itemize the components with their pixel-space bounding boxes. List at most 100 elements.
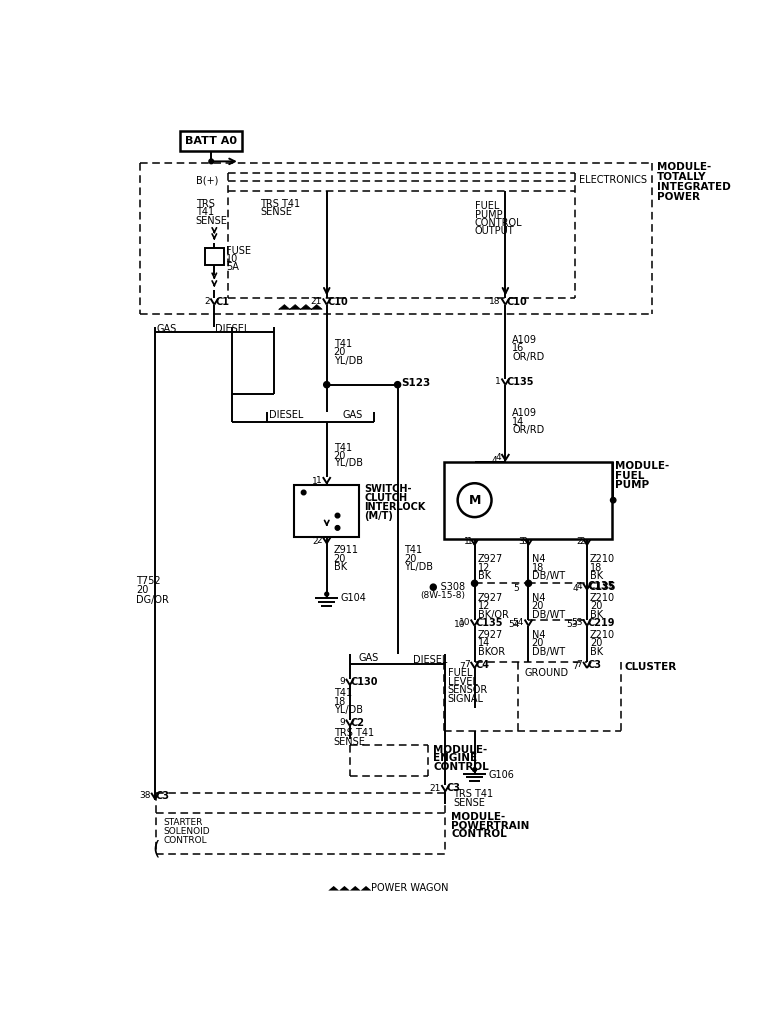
Text: 18: 18	[532, 563, 544, 573]
Text: BATT A0: BATT A0	[185, 135, 237, 145]
Text: MODULE-: MODULE-	[433, 744, 488, 755]
Text: CONTROL: CONTROL	[433, 762, 489, 772]
Text: T41: T41	[333, 688, 352, 698]
Text: GAS: GAS	[358, 653, 378, 663]
Text: SENSE: SENSE	[453, 798, 485, 808]
Text: 20: 20	[404, 554, 417, 563]
Circle shape	[610, 498, 616, 503]
Text: GROUND: GROUND	[525, 669, 568, 679]
Text: 4: 4	[572, 585, 578, 593]
Text: 18: 18	[333, 697, 346, 707]
Text: C2: C2	[351, 718, 365, 728]
Text: C135: C135	[588, 582, 615, 592]
Text: C10: C10	[506, 297, 527, 306]
Text: T41: T41	[333, 442, 352, 453]
Text: OUTPUT: OUTPUT	[475, 226, 514, 237]
Text: BK: BK	[590, 571, 604, 582]
Text: 38: 38	[139, 792, 150, 801]
Polygon shape	[350, 886, 361, 891]
Polygon shape	[361, 886, 372, 891]
Text: C219: C219	[588, 617, 615, 628]
Text: 3: 3	[521, 538, 527, 546]
Text: N4: N4	[532, 554, 545, 564]
Circle shape	[394, 382, 401, 388]
Text: SWITCH-: SWITCH-	[365, 483, 412, 494]
Text: 12: 12	[478, 563, 490, 573]
Text: Z927: Z927	[478, 630, 503, 640]
Text: OR/RD: OR/RD	[512, 425, 545, 435]
Text: G106: G106	[488, 770, 514, 780]
Text: BKOR: BKOR	[478, 647, 505, 656]
Text: T41: T41	[333, 339, 352, 349]
Text: 7: 7	[464, 660, 470, 670]
Text: YL/DB: YL/DB	[333, 706, 362, 716]
Text: 53: 53	[566, 620, 578, 629]
Text: T41: T41	[196, 207, 214, 217]
Text: C10: C10	[327, 297, 348, 306]
Circle shape	[472, 581, 478, 587]
Text: DIESEL: DIESEL	[215, 325, 250, 334]
Text: 54: 54	[513, 618, 524, 627]
Text: N4: N4	[532, 630, 545, 640]
Text: POWER: POWER	[657, 191, 700, 202]
Text: 2: 2	[580, 538, 585, 546]
Circle shape	[324, 382, 330, 388]
Text: C3: C3	[446, 783, 460, 794]
Text: 10: 10	[226, 254, 238, 264]
Text: 1: 1	[317, 476, 322, 484]
Text: 20: 20	[136, 586, 148, 595]
Text: INTERLOCK: INTERLOCK	[365, 502, 426, 512]
Text: C1: C1	[215, 297, 229, 306]
Text: G104: G104	[340, 593, 366, 603]
Text: N4: N4	[532, 593, 545, 603]
Text: 21: 21	[311, 297, 322, 306]
Text: BK: BK	[333, 562, 347, 572]
Text: FUEL: FUEL	[475, 201, 499, 211]
Text: 7: 7	[459, 662, 465, 671]
Text: BK/OR: BK/OR	[478, 610, 508, 620]
Circle shape	[335, 513, 340, 518]
Text: OR/RD: OR/RD	[512, 352, 545, 361]
Text: 1: 1	[464, 538, 470, 546]
Text: 4: 4	[491, 456, 497, 465]
Text: 16: 16	[512, 343, 525, 353]
Text: SIGNAL: SIGNAL	[448, 694, 484, 703]
Text: 7: 7	[572, 662, 578, 671]
Text: BK: BK	[590, 610, 604, 620]
Text: DIESEL: DIESEL	[413, 655, 447, 666]
Text: 53: 53	[571, 618, 582, 627]
Circle shape	[301, 490, 306, 495]
Text: Z210: Z210	[590, 554, 615, 564]
Text: M: M	[468, 494, 481, 507]
Text: YL/DB: YL/DB	[404, 562, 433, 572]
Text: YL/DB: YL/DB	[333, 458, 362, 468]
Circle shape	[209, 159, 214, 164]
Text: INTEGRATED: INTEGRATED	[657, 182, 731, 191]
Text: CLUSTER: CLUSTER	[625, 662, 677, 672]
Text: Z210: Z210	[590, 630, 615, 640]
Text: CONTROL: CONTROL	[163, 836, 207, 845]
Text: (8W-15-8): (8W-15-8)	[420, 591, 465, 600]
Text: GAS: GAS	[156, 325, 177, 334]
Text: A109: A109	[512, 409, 537, 418]
Text: C135: C135	[588, 583, 616, 592]
Bar	[294, 484, 359, 538]
Text: 2: 2	[204, 297, 210, 306]
Text: 12: 12	[478, 601, 490, 611]
Text: 20: 20	[532, 601, 544, 611]
Text: FUSE: FUSE	[226, 247, 251, 256]
Polygon shape	[279, 304, 290, 309]
Text: CLUTCH: CLUTCH	[365, 493, 407, 503]
Text: TRS T41: TRS T41	[453, 790, 493, 800]
Text: 2: 2	[577, 538, 582, 546]
Text: C135: C135	[475, 617, 503, 628]
Polygon shape	[339, 886, 350, 891]
Polygon shape	[328, 886, 339, 891]
Bar	[180, 131, 242, 151]
Text: 1: 1	[312, 477, 317, 486]
Text: STARTER: STARTER	[163, 817, 203, 826]
Bar	[205, 249, 224, 265]
Text: TRS T41: TRS T41	[260, 199, 301, 209]
Text: T41: T41	[404, 545, 423, 555]
Text: SOLENOID: SOLENOID	[163, 826, 210, 836]
